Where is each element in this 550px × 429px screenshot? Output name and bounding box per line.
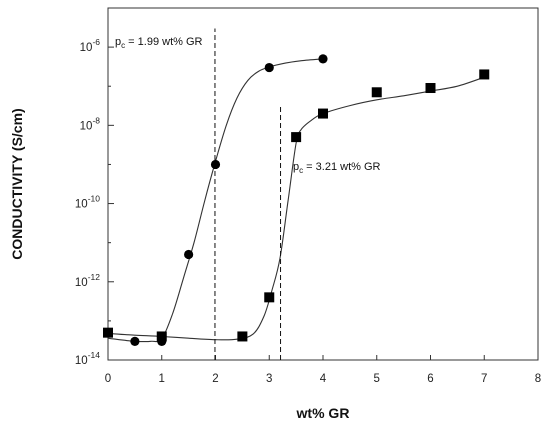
x-tick-label: 0 [105, 373, 111, 385]
data-point-circle [264, 62, 274, 73]
data-point-square [425, 83, 436, 94]
y-tick-label: 10-12 [75, 272, 100, 289]
pc1-p: p [115, 36, 121, 48]
percolation-annotation-2: pc = 3.21 wt% GR [293, 161, 381, 175]
x-tick-label: 8 [535, 373, 541, 385]
data-point-square [237, 331, 248, 342]
x-tick-label: 2 [212, 373, 218, 385]
y-tick-exponent: -12 [88, 272, 101, 282]
data-point-circle [130, 336, 140, 346]
x-tick-label: 3 [266, 373, 272, 385]
y-tick-exponent: -10 [88, 194, 101, 204]
y-tick-label: 10-6 [80, 37, 101, 54]
percolation-annotation-1: pc = 1.99 wt% GR [115, 36, 203, 50]
x-tick-label: 4 [320, 373, 327, 385]
x-tick-label: 1 [159, 373, 165, 385]
fit-curve-circle [107, 58, 324, 343]
data-point-circle [210, 159, 221, 170]
y-tick-label: 10-10 [75, 194, 100, 211]
fit-curve-square [107, 76, 485, 341]
pc1-sub: c [121, 41, 125, 50]
data-point-square [371, 87, 382, 98]
data-point-square [479, 69, 490, 80]
x-tick-label: 5 [374, 373, 380, 385]
y-axis-title: CONDUCTIVITY (S/cm) [9, 108, 25, 259]
fit-curves [107, 58, 485, 343]
x-axis-title: wt% GR [296, 405, 350, 421]
y-tick-base: 10 [80, 120, 93, 132]
y-tick-label: 10-8 [80, 115, 101, 132]
y-tick-base: 10 [75, 277, 88, 289]
pc1-text: = 1.99 wt% GR [125, 36, 202, 48]
pc2-sub: c [299, 166, 303, 175]
data-point-square [318, 108, 328, 119]
y-tick-base: 10 [75, 355, 88, 367]
x-tick-label: 7 [481, 373, 487, 385]
y-tick-base: 10 [75, 199, 88, 211]
data-point-square [156, 331, 167, 342]
data-point-square [291, 132, 302, 143]
y-tick-label: 10-14 [75, 350, 100, 367]
pc2-p: p [293, 161, 299, 173]
data-point-square [103, 327, 113, 338]
x-tick-label: 6 [427, 373, 433, 385]
y-tick-exponent: -6 [92, 37, 100, 47]
data-point-circle [184, 249, 194, 260]
data-point-circle [318, 54, 328, 64]
data-markers [103, 54, 490, 346]
pc2-text: = 3.21 wt% GR [303, 161, 380, 173]
data-point-square [264, 292, 275, 303]
y-tick-exponent: -14 [88, 350, 101, 360]
percolation-lines [214, 28, 282, 360]
axis-ticks [107, 7, 539, 361]
y-tick-exponent: -8 [92, 115, 100, 125]
y-tick-base: 10 [80, 42, 93, 54]
